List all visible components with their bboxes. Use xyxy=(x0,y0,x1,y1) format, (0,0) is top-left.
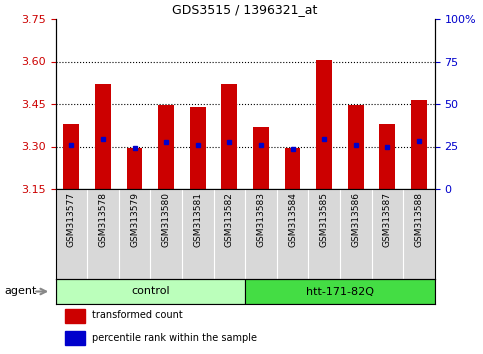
Bar xyxy=(380,124,395,189)
Text: agent: agent xyxy=(5,286,37,297)
Bar xyxy=(253,127,269,189)
Text: control: control xyxy=(131,286,170,297)
Text: GSM313582: GSM313582 xyxy=(225,192,234,247)
Bar xyxy=(158,105,174,189)
Bar xyxy=(284,148,300,189)
Text: GSM313588: GSM313588 xyxy=(414,192,424,247)
Bar xyxy=(411,100,427,189)
FancyBboxPatch shape xyxy=(56,279,245,304)
Bar xyxy=(65,308,85,322)
Bar xyxy=(316,60,332,189)
Text: GSM313585: GSM313585 xyxy=(320,192,328,247)
Bar xyxy=(348,105,364,189)
Text: transformed count: transformed count xyxy=(92,310,183,320)
Text: GSM313579: GSM313579 xyxy=(130,192,139,247)
Bar xyxy=(65,331,85,345)
Text: GSM313584: GSM313584 xyxy=(288,192,297,247)
Text: GSM313577: GSM313577 xyxy=(67,192,76,247)
Text: GSM313578: GSM313578 xyxy=(99,192,107,247)
Bar xyxy=(95,84,111,189)
Text: GSM313580: GSM313580 xyxy=(162,192,170,247)
Bar xyxy=(221,84,237,189)
Text: percentile rank within the sample: percentile rank within the sample xyxy=(92,333,257,343)
Bar xyxy=(127,148,142,189)
FancyBboxPatch shape xyxy=(245,279,435,304)
Text: GSM313586: GSM313586 xyxy=(351,192,360,247)
Bar xyxy=(190,107,206,189)
Bar xyxy=(63,124,79,189)
Title: GDS3515 / 1396321_at: GDS3515 / 1396321_at xyxy=(172,4,318,16)
Text: htt-171-82Q: htt-171-82Q xyxy=(306,286,374,297)
Text: GSM313581: GSM313581 xyxy=(193,192,202,247)
Text: GSM313583: GSM313583 xyxy=(256,192,266,247)
Text: GSM313587: GSM313587 xyxy=(383,192,392,247)
